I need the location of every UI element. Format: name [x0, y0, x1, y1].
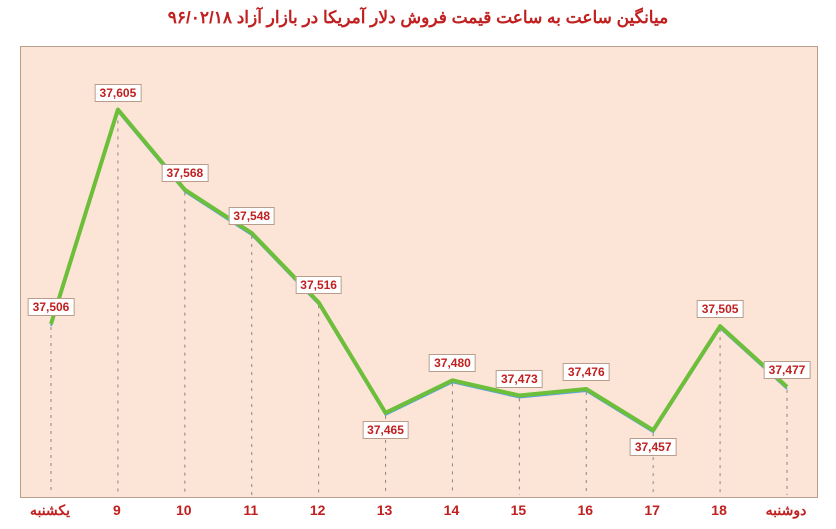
chart-container: میانگین ساعت به ساعت قیمت فروش دلار آمری…: [0, 0, 836, 529]
data-label: 37,480: [429, 354, 476, 372]
x-axis-label: دوشنبه: [766, 502, 807, 519]
chart-title: میانگین ساعت به ساعت قیمت فروش دلار آمری…: [0, 0, 836, 28]
x-axis-label: 10: [176, 502, 192, 518]
plot-area: 37,506 37,605 37,568 37,548 37,516 37,465 37,4…: [20, 46, 818, 498]
x-axis-label: 9: [113, 502, 121, 518]
x-axis-label: 12: [310, 502, 326, 518]
data-label: 37,506: [28, 298, 75, 316]
data-label: 37,605: [95, 84, 142, 102]
data-label: 37,457: [630, 438, 677, 456]
x-axis-label: 13: [377, 502, 393, 518]
x-axis-label: 15: [511, 502, 527, 518]
data-label: 37,516: [295, 276, 342, 294]
data-label: 37,476: [563, 363, 610, 381]
data-label: 37,505: [697, 300, 744, 318]
x-axis-label: 14: [444, 502, 460, 518]
x-axis-label: یکشنبه: [30, 502, 70, 519]
data-label: 37,568: [161, 164, 208, 182]
x-axis-label: 16: [577, 502, 593, 518]
x-axis-label: 17: [644, 502, 660, 518]
x-axis-label: 11: [243, 502, 258, 518]
data-label: 37,465: [362, 421, 409, 439]
chart-svg: [21, 47, 817, 497]
data-label: 37,477: [764, 361, 811, 379]
series-line-main: [51, 110, 787, 431]
data-label: 37,548: [228, 207, 275, 225]
x-axis-label: 18: [711, 502, 727, 518]
data-label: 37,473: [496, 370, 543, 388]
